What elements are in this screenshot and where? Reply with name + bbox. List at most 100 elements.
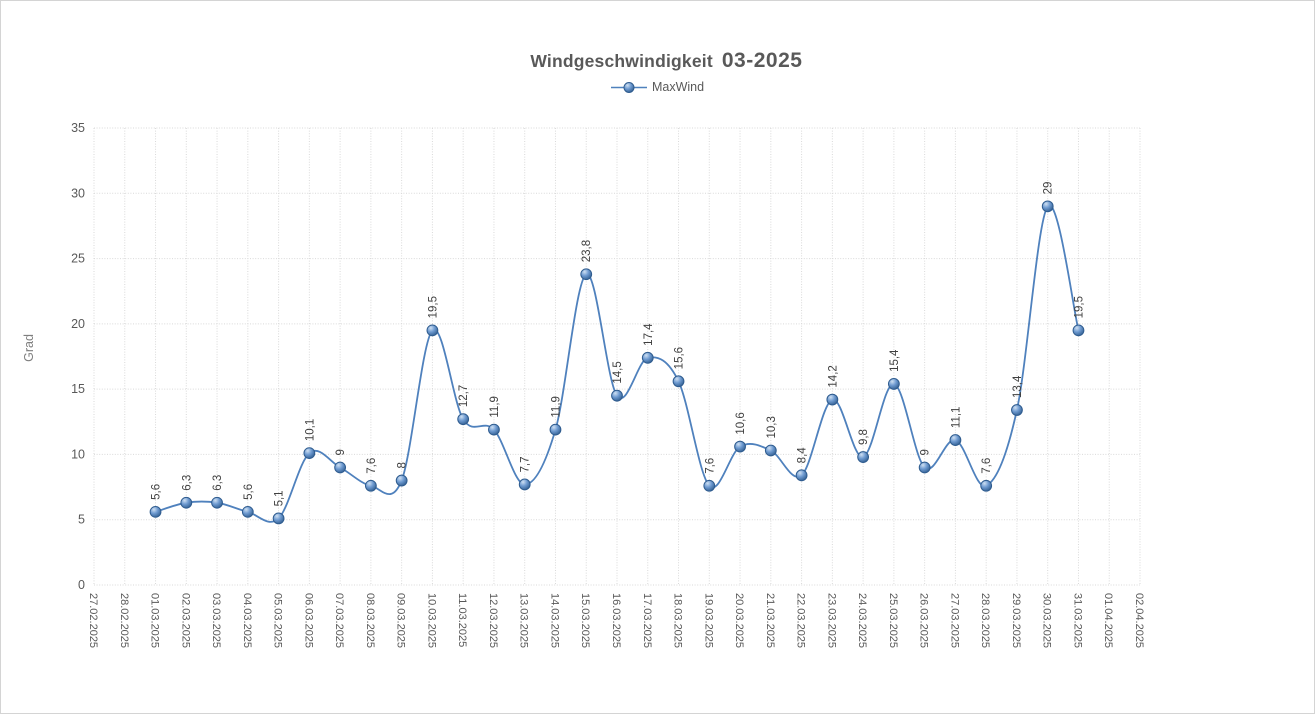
data-point-marker bbox=[980, 479, 993, 492]
data-point-marker bbox=[303, 447, 316, 460]
x-axis-tick-label: 09.03.2025 bbox=[395, 593, 407, 648]
data-point-marker bbox=[918, 461, 931, 474]
chart-title-main: Windgeschwindigkeit bbox=[530, 51, 713, 71]
y-axis-tick-label: 0 bbox=[78, 578, 85, 592]
data-point-marker bbox=[426, 324, 439, 337]
data-point-label: 6,3 bbox=[212, 475, 224, 491]
data-point-label: 10,6 bbox=[735, 412, 747, 434]
data-point-label: 9 bbox=[335, 449, 347, 455]
data-point-label: 7,6 bbox=[704, 458, 716, 474]
data-point-marker bbox=[857, 451, 870, 463]
y-axis-tick-label: 30 bbox=[71, 186, 85, 200]
data-point-label: 17,4 bbox=[643, 323, 655, 346]
data-point-label: 23,8 bbox=[581, 240, 593, 262]
y-axis-tick-label: 35 bbox=[71, 121, 85, 135]
data-point-marker bbox=[549, 423, 562, 436]
data-point-label: 9,8 bbox=[858, 429, 870, 445]
data-point-label: 5,1 bbox=[274, 490, 286, 506]
x-axis-tick-label: 26.03.2025 bbox=[918, 593, 930, 648]
data-point-label: 14,2 bbox=[827, 365, 839, 387]
x-axis-tick-label: 16.03.2025 bbox=[610, 593, 622, 648]
series-line-maxwind bbox=[154, 204, 1080, 523]
data-point-marker bbox=[826, 393, 839, 406]
data-point-label: 15,6 bbox=[674, 347, 686, 369]
data-point-marker bbox=[887, 378, 900, 390]
x-axis-tick-label: 11.03.2025 bbox=[456, 593, 468, 647]
data-point-marker bbox=[518, 478, 531, 491]
data-point-marker bbox=[180, 496, 193, 509]
x-axis-tick-label: 04.03.2025 bbox=[241, 593, 253, 648]
x-axis-tick-label: 25.03.2025 bbox=[887, 593, 899, 648]
data-point-label: 7,7 bbox=[520, 456, 532, 472]
data-point-marker bbox=[1041, 200, 1054, 213]
legend-line-marker-icon bbox=[610, 81, 647, 93]
x-axis-tick-label: 13.03.2025 bbox=[518, 593, 530, 648]
data-point-label: 10,3 bbox=[766, 416, 778, 438]
data-point-marker bbox=[211, 496, 223, 509]
data-point-label: 8 bbox=[397, 462, 409, 468]
x-axis-tick-label: 08.03.2025 bbox=[364, 593, 376, 648]
data-point-label: 9 bbox=[920, 449, 932, 455]
data-point-marker bbox=[611, 389, 623, 402]
data-point-marker bbox=[580, 268, 593, 281]
data-point-label: 14,5 bbox=[612, 361, 624, 383]
x-axis-tick-label: 05.03.2025 bbox=[272, 593, 284, 648]
data-point-marker bbox=[949, 434, 962, 446]
data-point-label: 19,5 bbox=[427, 296, 439, 318]
y-axis-tick-label: 20 bbox=[71, 317, 85, 331]
data-point-marker bbox=[1011, 404, 1023, 416]
data-point-label: 11,9 bbox=[489, 396, 501, 418]
data-point-label: 19,5 bbox=[1073, 296, 1085, 318]
data-point-marker bbox=[241, 505, 254, 518]
x-axis-tick-label: 21.03.2025 bbox=[764, 593, 776, 648]
data-point-marker bbox=[488, 423, 500, 436]
x-axis-tick-label: 17.03.2025 bbox=[641, 593, 653, 648]
data-point-marker bbox=[149, 505, 162, 518]
data-point-marker bbox=[703, 479, 716, 492]
legend-label: MaxWind bbox=[651, 80, 705, 94]
data-point-marker bbox=[457, 413, 470, 426]
x-axis-tick-label: 27.03.2025 bbox=[948, 593, 960, 648]
data-point-marker bbox=[672, 375, 685, 388]
x-axis-tick-label: 28.02.2025 bbox=[118, 593, 130, 648]
data-point-label: 8,4 bbox=[797, 447, 809, 464]
chart-title: Windgeschwindigkeit 03-2025 bbox=[1, 31, 1314, 91]
x-axis-tick-label: 07.03.2025 bbox=[333, 593, 345, 648]
y-axis-tick-label: 5 bbox=[78, 513, 85, 527]
data-point-label: 5,6 bbox=[151, 484, 163, 500]
data-point-label: 11,9 bbox=[550, 396, 562, 418]
data-point-label: 5,6 bbox=[243, 484, 255, 500]
data-point-label: 29 bbox=[1043, 182, 1055, 195]
data-point-label: 7,6 bbox=[981, 458, 993, 474]
data-point-marker bbox=[734, 440, 746, 453]
data-point-marker bbox=[795, 469, 808, 482]
data-point-marker bbox=[395, 474, 408, 487]
x-axis-tick-label: 24.03.2025 bbox=[856, 593, 868, 648]
x-axis-tick-label: 01.03.2025 bbox=[149, 593, 161, 648]
y-axis-title: Grad bbox=[21, 334, 36, 362]
y-axis-tick-label: 25 bbox=[71, 252, 85, 266]
chart-title-period: 03-2025 bbox=[721, 49, 803, 72]
data-point-label: 11,1 bbox=[950, 407, 962, 429]
x-axis-tick-label: 15.03.2025 bbox=[579, 593, 591, 648]
x-axis-tick-label: 27.02.2025 bbox=[87, 593, 99, 648]
x-axis-tick-label: 10.03.2025 bbox=[425, 593, 437, 648]
x-axis-tick-label: 19.03.2025 bbox=[702, 593, 714, 648]
x-axis-tick-label: 01.04.2025 bbox=[1102, 593, 1114, 648]
data-point-label: 15,4 bbox=[889, 349, 901, 372]
x-axis-tick-label: 03.03.2025 bbox=[210, 593, 222, 648]
data-point-marker bbox=[334, 461, 347, 474]
data-point-label: 12,7 bbox=[458, 385, 470, 407]
x-axis-tick-label: 31.03.2025 bbox=[1071, 593, 1083, 648]
y-axis-tick-label: 10 bbox=[71, 447, 85, 461]
x-axis-tick-label: 20.03.2025 bbox=[733, 593, 745, 648]
data-point-marker bbox=[272, 512, 285, 525]
data-point-label: 6,3 bbox=[181, 475, 193, 491]
chart-legend: MaxWind bbox=[1, 80, 1314, 94]
x-axis-tick-label: 23.03.2025 bbox=[825, 593, 837, 648]
x-axis-tick-label: 12.03.2025 bbox=[487, 593, 499, 648]
data-point-label: 10,1 bbox=[304, 419, 316, 441]
x-axis-tick-label: 29.03.2025 bbox=[1010, 593, 1022, 648]
x-axis-tick-label: 02.04.2025 bbox=[1133, 593, 1145, 648]
